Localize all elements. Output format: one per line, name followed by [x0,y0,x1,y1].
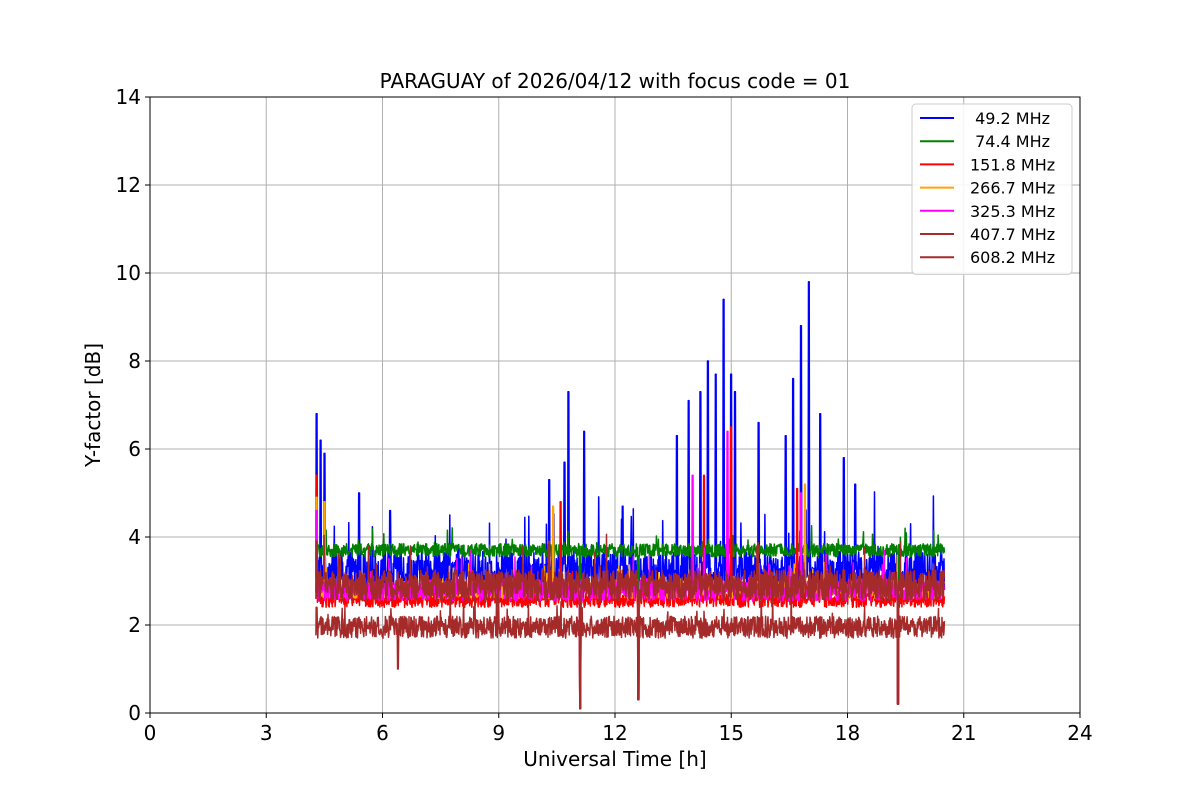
legend-label: 325.3 MHz [970,202,1055,221]
x-tick-label: 12 [602,721,627,745]
x-tick-label: 3 [260,721,273,745]
series-line-1 [315,514,946,710]
y-tick-label: 2 [128,613,141,637]
legend-label: 608.2 MHz [970,248,1055,267]
legend-label: 49.2 MHz [970,109,1050,128]
y-tick-label: 0 [128,701,141,725]
series-line-5 [315,533,946,710]
legend-box [911,103,1073,275]
y-tick-label: 4 [128,525,141,549]
x-tick-label: 24 [1067,721,1092,745]
y-tick-label: 12 [116,173,141,197]
x-tick-label: 15 [719,721,744,745]
x-tick-label: 21 [951,721,976,745]
chart-title: PARAGUAY of 2026/04/12 with focus code =… [380,69,851,93]
series-group [315,281,946,710]
x-tick-label: 18 [835,721,860,745]
y-tick-label: 6 [128,437,141,461]
series-line-0 [315,281,946,710]
y-axis-label: Y-factor [dB] [81,343,105,468]
legend-label: 151.8 MHz [970,155,1055,174]
legend-label: 74.4 MHz [970,132,1050,151]
x-axis-label: Universal Time [h] [523,747,706,771]
x-tick-label: 6 [376,721,389,745]
y-tick-label: 14 [116,85,141,109]
series-line-6 [315,587,946,710]
x-tick-label: 9 [492,721,505,745]
legend: 49.2 MHz 74.4 MHz 151.8 MHz 266.7 MHz 325.3… [911,103,1073,275]
y-tick-label: 8 [128,349,141,373]
legend-label: 266.7 MHz [970,179,1055,198]
x-tick-label: 0 [144,721,157,745]
legend-label: 407.7 MHz [970,225,1055,244]
y-tick-label: 10 [116,261,141,285]
